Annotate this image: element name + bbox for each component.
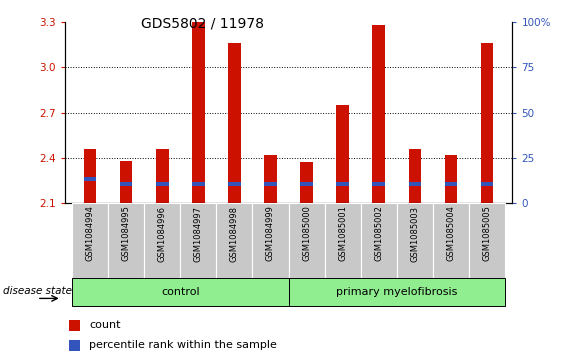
Bar (120, 182, 132, 186)
Text: GSM1085001: GSM1085001 (338, 205, 347, 261)
Text: GDS5802 / 11978: GDS5802 / 11978 (141, 16, 263, 30)
Bar (361, 203, 397, 278)
Bar (84, 177, 96, 182)
Bar (108, 203, 144, 278)
Text: GSM1084996: GSM1084996 (158, 205, 167, 261)
Text: control: control (161, 287, 199, 297)
Bar (336, 105, 349, 203)
Bar (228, 182, 241, 186)
Bar (445, 182, 457, 186)
Bar (192, 182, 204, 186)
Bar (72, 278, 289, 306)
Text: GSM1085003: GSM1085003 (410, 205, 419, 261)
Text: primary myelofibrosis: primary myelofibrosis (336, 287, 458, 297)
Text: GSM1085005: GSM1085005 (482, 205, 491, 261)
Bar (84, 149, 96, 203)
Bar (433, 203, 469, 278)
Bar (481, 182, 493, 186)
Text: GSM1084994: GSM1084994 (86, 205, 95, 261)
Bar (264, 182, 277, 186)
Text: GSM1084995: GSM1084995 (122, 205, 131, 261)
Bar (397, 203, 433, 278)
Text: count: count (90, 321, 121, 330)
Bar (144, 203, 180, 278)
Bar (289, 278, 505, 306)
Bar (481, 43, 493, 203)
Bar (300, 163, 313, 203)
Bar (228, 43, 241, 203)
Bar (69, 340, 81, 351)
Bar (120, 161, 132, 203)
Bar (373, 25, 385, 203)
Text: GSM1084998: GSM1084998 (230, 205, 239, 261)
Bar (373, 182, 385, 186)
Text: GSM1085002: GSM1085002 (374, 205, 383, 261)
Bar (216, 203, 252, 278)
Text: disease state: disease state (3, 286, 72, 297)
Bar (72, 203, 108, 278)
Bar (409, 182, 421, 186)
Bar (469, 203, 505, 278)
Bar (336, 182, 349, 186)
Text: GSM1085000: GSM1085000 (302, 205, 311, 261)
Bar (289, 203, 325, 278)
Bar (264, 155, 277, 203)
Bar (300, 182, 313, 186)
Text: GSM1084999: GSM1084999 (266, 205, 275, 261)
Bar (409, 149, 421, 203)
Text: percentile rank within the sample: percentile rank within the sample (90, 340, 277, 350)
Bar (445, 155, 457, 203)
Bar (156, 182, 168, 186)
Bar (180, 203, 216, 278)
Text: GSM1085004: GSM1085004 (446, 205, 455, 261)
Bar (156, 149, 168, 203)
Bar (192, 22, 204, 203)
Text: GSM1084997: GSM1084997 (194, 205, 203, 261)
Bar (325, 203, 361, 278)
Bar (69, 320, 81, 331)
Bar (252, 203, 289, 278)
